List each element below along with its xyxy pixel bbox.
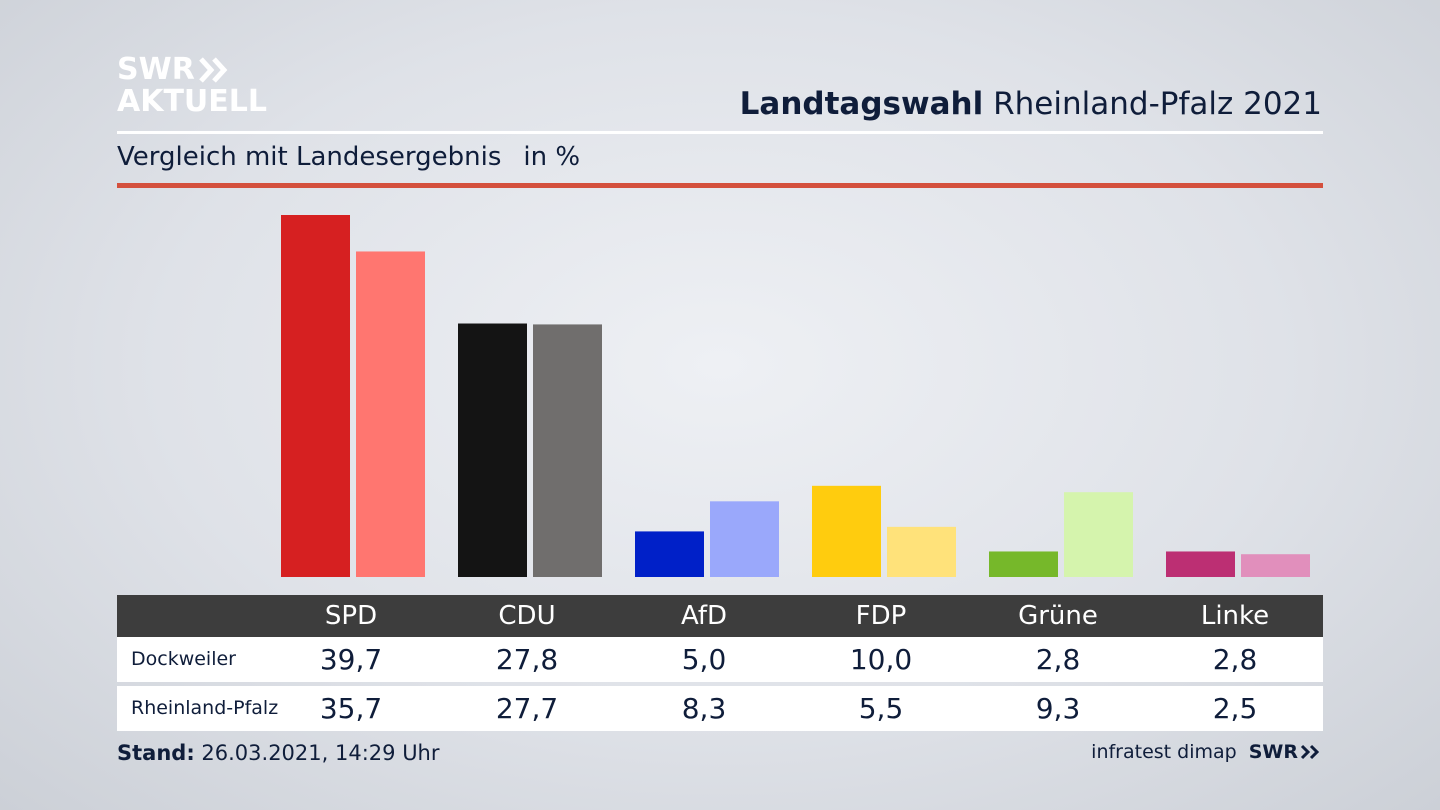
column-header-linke: Linke xyxy=(1200,601,1270,631)
bar-linke-series-1 xyxy=(1166,551,1235,577)
title-rest: Rheinland-Pfalz 2021 xyxy=(993,86,1322,122)
bar-afd-series-2 xyxy=(710,501,779,577)
bar-linke-series-2 xyxy=(1241,554,1310,577)
table-cell: 27,7 xyxy=(495,692,559,725)
stand-value: 26.03.2021, 14:29 Uhr xyxy=(201,741,440,765)
row-label: Rheinland-Pfalz xyxy=(131,697,279,719)
bar-spd-series-1 xyxy=(281,215,350,577)
table-cell: 2,8 xyxy=(1212,643,1258,676)
bar-fdp-series-1 xyxy=(812,485,881,577)
table-header: SPD CDU AfD FDP Grüne Linke xyxy=(117,595,1323,637)
subtitle-text: Vergleich mit Landesergebnis xyxy=(117,142,502,172)
table-cell: 10,0 xyxy=(849,643,913,676)
timestamp: Stand: 26.03.2021, 14:29 Uhr xyxy=(117,741,440,765)
title-bold: Landtagswahl xyxy=(739,86,984,122)
stand-label: Stand: xyxy=(117,741,195,765)
row-label: Dockweiler xyxy=(131,648,236,670)
header-divider xyxy=(117,131,1323,134)
table-row: Rheinland-Pfalz 35,7 27,7 8,3 5,5 9,3 2,5 xyxy=(117,686,1323,731)
bar-chart xyxy=(281,215,1310,577)
bar-cdu-series-1 xyxy=(458,323,527,577)
bar-gr-ne-series-2 xyxy=(1064,492,1133,577)
column-header-fdp: FDP xyxy=(855,601,907,631)
chart-subtitle: Vergleich mit Landesergebnis in % xyxy=(117,142,580,172)
footer-logo-text: SWR xyxy=(1248,741,1298,763)
bar-cdu-series-2 xyxy=(533,324,602,577)
double-chevron-icon xyxy=(198,57,228,83)
table-cell: 27,8 xyxy=(495,643,559,676)
table-body: Dockweiler 39,7 27,8 5,0 10,0 2,8 2,8 Rheinland… xyxy=(117,637,1323,731)
table-row: Dockweiler 39,7 27,8 5,0 10,0 2,8 2,8 xyxy=(117,637,1323,682)
results-table: SPD CDU AfD FDP Grüne Linke Dockweiler 39,7 27,… xyxy=(117,595,1323,731)
footer-swr-logo: SWR xyxy=(1249,741,1322,763)
logo-line1: SWR xyxy=(117,52,195,87)
bar-afd-series-1 xyxy=(635,531,704,577)
table-cell: 8,3 xyxy=(681,692,727,725)
page-title: Landtagswahl Rheinland-Pfalz 2021 xyxy=(740,86,1322,122)
table-cell: 5,0 xyxy=(681,643,727,676)
bar-gr-ne-series-1 xyxy=(989,551,1058,577)
column-header-gr-ne: Grüne xyxy=(1018,601,1098,631)
bar-fdp-series-2 xyxy=(887,526,956,577)
column-header-spd: SPD xyxy=(324,601,378,631)
accent-divider xyxy=(117,183,1323,188)
column-header-afd: AfD xyxy=(680,601,728,631)
unit-label: in % xyxy=(523,142,581,172)
table-cell: 2,5 xyxy=(1212,692,1258,725)
table-cell: 39,7 xyxy=(319,643,383,676)
logo-line2: AKTUELL xyxy=(117,84,268,119)
table-cell: 35,7 xyxy=(319,692,383,725)
table-cell: 5,5 xyxy=(858,692,904,725)
swr-aktuell-logo: SWR AKTUELL xyxy=(117,54,267,118)
table-cell: 2,8 xyxy=(1035,643,1081,676)
source-credit: infratest dimap SWR xyxy=(1091,741,1322,763)
table-cell: 9,3 xyxy=(1035,692,1081,725)
source-text: infratest dimap xyxy=(1091,741,1237,763)
column-header-cdu: CDU xyxy=(498,601,556,631)
footer-chevron-icon xyxy=(1300,744,1320,760)
bar-spd-series-2 xyxy=(356,251,425,577)
